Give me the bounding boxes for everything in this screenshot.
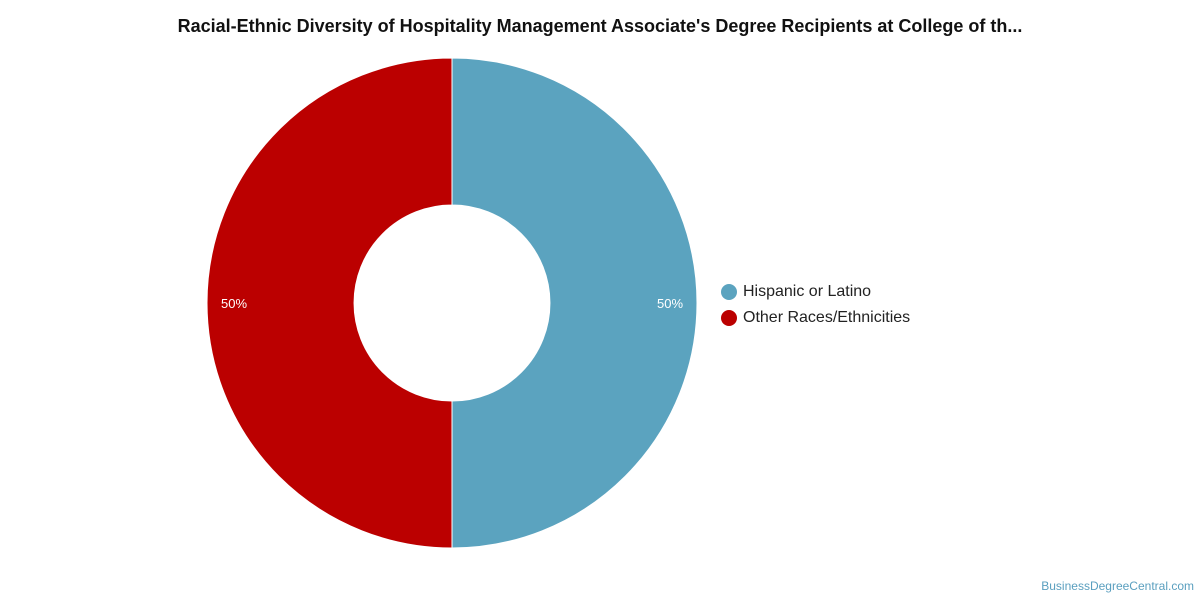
legend-label: Hispanic or Latino <box>743 283 872 300</box>
donut-slice-0[interactable] <box>451 57 698 549</box>
slice-value-label-1: 50% <box>221 296 247 311</box>
donut-slice-1[interactable] <box>206 57 453 549</box>
legend-item-1[interactable]: Other Races/Ethnicities <box>721 305 910 331</box>
legend-label: Other Races/Ethnicities <box>743 309 911 326</box>
legend-swatch-icon <box>721 284 737 300</box>
legend-swatch-icon <box>721 310 737 326</box>
site-watermark[interactable]: BusinessDegreeCentral.com <box>1041 579 1194 593</box>
slice-value-label-0: 50% <box>657 296 683 311</box>
chart-legend: Hispanic or Latino Other Races/Ethnicitie… <box>721 279 910 331</box>
chart-title: Racial-Ethnic Diversity of Hospitality M… <box>177 16 1023 36</box>
legend-item-0[interactable]: Hispanic or Latino <box>721 279 910 305</box>
